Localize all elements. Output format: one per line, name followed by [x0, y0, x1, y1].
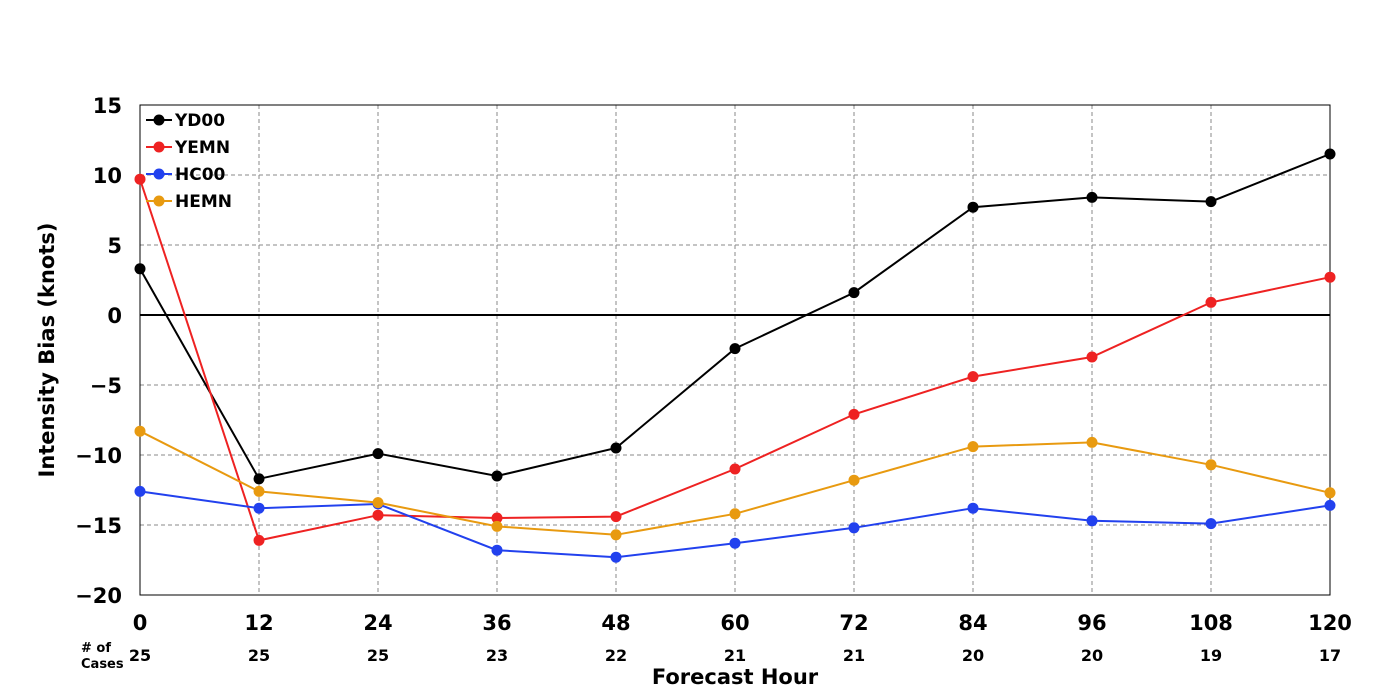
x-axis-label: Forecast Hour [652, 665, 819, 689]
data-point-hc00 [967, 502, 979, 514]
data-point-yd00 [1324, 148, 1336, 160]
legend-marker [153, 141, 165, 153]
data-point-hemn [729, 508, 741, 520]
legend-marker [153, 114, 165, 126]
case-count: 25 [248, 646, 270, 665]
data-point-yd00 [372, 448, 384, 460]
legend: YD00 YEMN HC00 HEMN [146, 111, 232, 212]
data-point-hemn [967, 441, 979, 453]
x-tick-label: 72 [839, 611, 868, 635]
data-point-yemn [253, 534, 265, 546]
legend-item-yemn: YEMN [146, 138, 230, 158]
data-point-yd00 [967, 201, 979, 213]
data-point-hc00 [848, 522, 860, 534]
case-count: 20 [1081, 646, 1103, 665]
legend-label: YEMN [174, 138, 230, 158]
data-point-yd00 [253, 473, 265, 485]
data-point-yemn [134, 173, 146, 185]
data-point-hemn [1086, 436, 1098, 448]
data-point-hc00 [491, 544, 503, 556]
data-point-yd00 [134, 263, 146, 275]
data-point-yemn [1205, 296, 1217, 308]
data-point-hc00 [1324, 499, 1336, 511]
y-tick-label: 0 [107, 304, 122, 328]
case-count: 17 [1319, 646, 1341, 665]
data-point-hc00 [1205, 518, 1217, 530]
x-tick-label: 48 [601, 611, 630, 635]
data-point-yemn [1086, 351, 1098, 363]
case-count: 21 [843, 646, 865, 665]
legend-item-hemn: HEMN [146, 192, 232, 212]
series-layer [134, 148, 1336, 563]
case-count: 19 [1200, 646, 1222, 665]
legend-label: YD00 [174, 111, 225, 131]
data-point-hemn [610, 529, 622, 541]
data-point-yd00 [610, 442, 622, 454]
x-tick-label: 108 [1189, 611, 1233, 635]
data-point-yemn [729, 463, 741, 475]
x-tick-label: 84 [958, 611, 987, 635]
case-count: 20 [962, 646, 984, 665]
y-tick-label: −10 [75, 444, 122, 468]
data-point-yd00 [729, 343, 741, 355]
data-point-hemn [491, 520, 503, 532]
data-point-yd00 [1086, 191, 1098, 203]
data-point-yd00 [491, 470, 503, 482]
y-tick-label: 15 [93, 94, 122, 118]
y-tick-label: 10 [93, 164, 122, 188]
data-point-hemn [372, 497, 384, 509]
data-point-hemn [1205, 459, 1217, 471]
case-count: 23 [486, 646, 508, 665]
data-point-yemn [491, 512, 503, 524]
x-tick-label: 120 [1308, 611, 1352, 635]
case-count: 22 [605, 646, 627, 665]
x-tick-label: 96 [1077, 611, 1106, 635]
x-tick-label: 12 [244, 611, 273, 635]
case-count: 25 [367, 646, 389, 665]
x-tick-label: 60 [720, 611, 749, 635]
data-point-hemn [134, 425, 146, 437]
legend-label: HC00 [175, 165, 226, 185]
data-point-hemn [848, 474, 860, 486]
y-tick-label: −20 [75, 584, 122, 608]
x-tick-label: 0 [133, 611, 148, 635]
legend-marker [153, 195, 165, 207]
x-tick-labels: 0 12 24 36 48 60 72 84 96 108 120 [133, 611, 1352, 635]
data-point-yd00 [1205, 196, 1217, 208]
legend-item-hc00: HC00 [146, 165, 226, 185]
data-point-yd00 [848, 287, 860, 299]
y-tick-label: −5 [90, 374, 122, 398]
data-point-yemn [967, 371, 979, 383]
series-hemn [134, 425, 1336, 541]
x-tick-label: 24 [363, 611, 392, 635]
data-point-hc00 [1086, 515, 1098, 527]
data-point-yemn [848, 408, 860, 420]
case-count: 25 [129, 646, 151, 665]
series-yemn [134, 173, 1336, 546]
data-point-hemn [253, 485, 265, 497]
y-axis-label: Intensity Bias (knots) [35, 223, 59, 478]
legend-marker [153, 168, 165, 180]
data-point-yemn [1324, 271, 1336, 283]
y-tick-labels: 15 10 5 0 −5 −10 −15 −20 [75, 94, 122, 608]
data-point-hc00 [134, 485, 146, 497]
case-counts: 25 25 25 23 22 21 21 20 20 19 17 [129, 646, 1341, 665]
data-point-hc00 [253, 502, 265, 514]
case-count: 21 [724, 646, 746, 665]
legend-item-yd00: YD00 [146, 111, 225, 131]
plot-frame [139, 104, 1331, 596]
data-point-yemn [610, 511, 622, 523]
data-point-hc00 [610, 551, 622, 563]
data-point-hc00 [729, 537, 741, 549]
x-tick-label: 36 [482, 611, 511, 635]
legend-label: HEMN [175, 192, 232, 212]
series-yd00 [134, 148, 1336, 485]
cases-label-line1: # of [81, 641, 111, 656]
data-point-yemn [372, 509, 384, 521]
data-point-hemn [1324, 487, 1336, 499]
y-tick-label: −15 [75, 514, 122, 538]
y-tick-label: 5 [107, 234, 122, 258]
cases-label-line2: Cases [81, 657, 124, 672]
